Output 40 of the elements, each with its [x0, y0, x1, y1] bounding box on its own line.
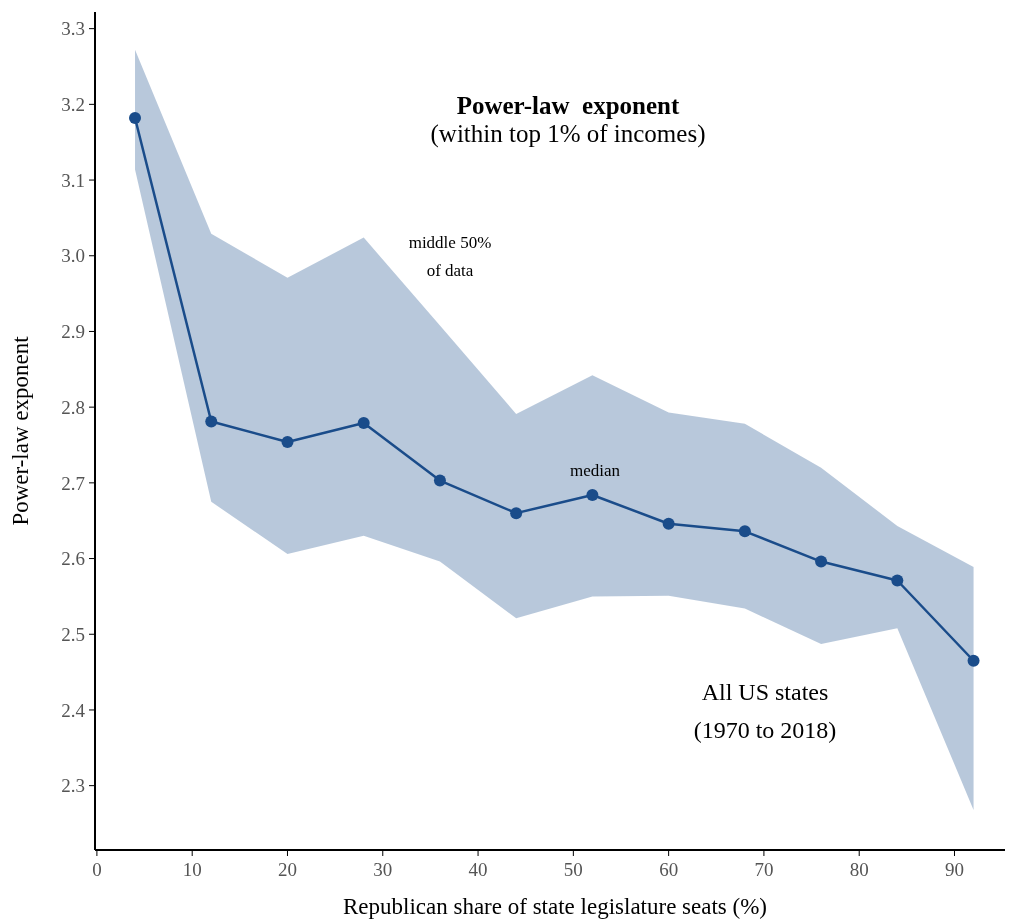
x-tick-label: 10: [182, 859, 202, 880]
point: [433, 474, 446, 487]
point: [586, 488, 599, 501]
point: [815, 555, 828, 568]
text: Power-law exponent: [456, 92, 680, 119]
x-tick-label: 50: [563, 859, 583, 880]
y-tick-label: 3.2: [61, 94, 85, 115]
y-tick-label: 3.3: [61, 18, 85, 40]
x-axis-title: Republican share of state legislature seats (%): [342, 894, 768, 919]
x-tick-label: 20: [277, 859, 297, 880]
x-tick-label: 30: [373, 859, 393, 880]
x-tick-label: 40: [468, 859, 488, 880]
point: [129, 111, 142, 124]
annotation: middle 50% of data: [408, 233, 492, 280]
y-tick-label: 2.4: [61, 699, 86, 721]
point: [891, 574, 904, 587]
point: [281, 435, 294, 448]
y-tick-label: 2.3: [61, 775, 85, 797]
x-tick-label: 80: [849, 859, 869, 880]
x-tick-label: 70: [754, 859, 774, 880]
point: [967, 654, 980, 667]
annotation: median: [569, 461, 621, 480]
y-tick-label: 2.6: [61, 548, 85, 570]
y-tick-label: 2.8: [61, 396, 85, 418]
x-tick-label: 60: [659, 859, 679, 880]
annotation: All US states (1970 to 2018): [693, 679, 837, 743]
y-tick-label: 3.0: [61, 245, 85, 267]
point: [205, 415, 218, 428]
y-tick-label: 2.7: [61, 472, 85, 494]
x-tick-label: 90: [945, 859, 964, 880]
point: [510, 507, 523, 520]
y-tick-label: 2.9: [61, 321, 85, 343]
text: (within top 1% of incomes): [430, 120, 706, 148]
y-tick-label: 2.5: [61, 623, 85, 645]
y-tick-label: 3.1: [61, 169, 85, 191]
y-axis-title: Power-law exponent: [8, 335, 33, 526]
point: [738, 525, 751, 538]
point: [357, 417, 370, 430]
point: [662, 517, 675, 530]
x-tick-label: 0: [92, 859, 102, 880]
